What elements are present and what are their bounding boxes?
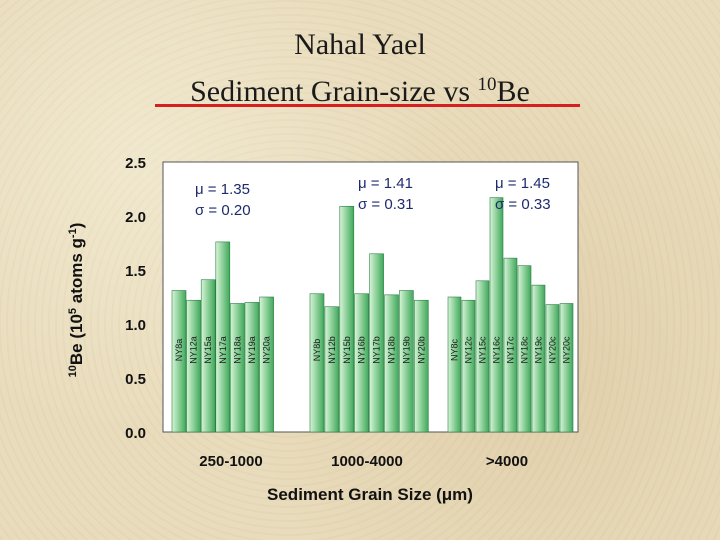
bar-label: NY15c (478, 336, 488, 364)
bar-label: NY8c (450, 339, 460, 362)
y-tick-label: 1.5 (125, 263, 146, 280)
title-superscript: 10 (477, 74, 497, 95)
x-group-label: 1000-4000 (331, 453, 403, 470)
bar (531, 284, 546, 433)
bar (230, 303, 245, 433)
x-group-label: 250-1000 (199, 453, 262, 470)
bar-label: NY20a (262, 336, 272, 364)
bar (369, 253, 384, 433)
bar-label: NY19a (247, 336, 257, 364)
bar (354, 293, 370, 433)
bar (259, 296, 274, 433)
bar-label: NY12c (464, 336, 474, 364)
group-sigma-label: σ = 0.20 (195, 202, 251, 219)
x-group-labels: 250-1000 1000-4000 >4000 (199, 453, 528, 470)
group-sigma-label: σ = 0.33 (495, 196, 551, 213)
group-mean-label: μ = 1.35 (195, 181, 250, 198)
bar-label: NY18c (520, 336, 530, 364)
bar (413, 299, 429, 433)
bar (171, 290, 187, 433)
bars-layer: NY8a NY12a NY15a NY17a NY18a NY19a NY20a NY8b NY… (171, 197, 574, 433)
x-group-label: >4000 (486, 453, 528, 470)
chart-title-line1: Nahal Yael (294, 28, 426, 61)
bar (545, 304, 560, 433)
y-tick-label: 1.0 (125, 317, 146, 334)
bar (309, 293, 325, 433)
y-tick-label: 2.5 (125, 155, 146, 172)
y-axis: 0.0 0.5 1.0 1.5 2.0 2.5 (125, 155, 146, 442)
group-mean-label: μ = 1.45 (495, 175, 550, 192)
bar (475, 280, 490, 433)
bar (186, 299, 201, 433)
y-axis-title: 10Be (105 atoms g-1) (67, 223, 86, 378)
bar-label: NY15a (203, 336, 213, 364)
bar-label: NY16c (492, 336, 502, 364)
bar (503, 257, 518, 433)
bar-label: NY16b (357, 336, 367, 364)
bar (215, 241, 231, 433)
bar-label: NY8b (312, 339, 322, 362)
bar-label: NY8a (174, 339, 184, 362)
bar-label: NY20b (416, 336, 426, 364)
bar (447, 296, 462, 433)
title-underline (155, 104, 580, 107)
bar-label: NY12b (327, 336, 337, 364)
bar-label: NY17b (372, 336, 382, 364)
bar (244, 302, 260, 433)
bar (559, 303, 574, 433)
chart-title-line2: Sediment Grain-size vs 10Be (0, 68, 720, 109)
bar (399, 290, 414, 433)
title-element: Be (496, 75, 530, 108)
y-tick-label: 0.0 (125, 425, 146, 442)
bar-label: NY20c (548, 336, 558, 364)
bar (384, 294, 399, 433)
bar-label: NY18a (232, 336, 242, 364)
bar (489, 197, 504, 433)
y-tick-label: 2.0 (125, 209, 146, 226)
y-tick-label: 0.5 (125, 371, 146, 388)
bar-label: NY17c (506, 336, 516, 364)
bar-label: NY12a (189, 336, 199, 364)
bar-label: NY17a (218, 336, 228, 364)
bar-label: NY19b (401, 336, 411, 364)
bar-label: NY15b (342, 336, 352, 364)
group-sigma-label: σ = 0.31 (358, 196, 414, 213)
bar-label: NY18b (387, 336, 397, 364)
bar (324, 306, 340, 433)
bar (339, 205, 355, 433)
bar (200, 279, 216, 433)
bar-label: NY19c (534, 336, 544, 364)
x-axis-title: Sediment Grain Size (μm) (267, 485, 473, 504)
bar (461, 299, 476, 433)
title-text: Sediment Grain-size vs (190, 75, 478, 108)
bar-label: NY20c (562, 336, 572, 364)
stats-layer: μ = 1.35 σ = 0.20 μ = 1.41 σ = 0.31 μ = 1.45… (195, 175, 551, 219)
group-mean-label: μ = 1.41 (358, 175, 413, 192)
bar (517, 265, 532, 433)
